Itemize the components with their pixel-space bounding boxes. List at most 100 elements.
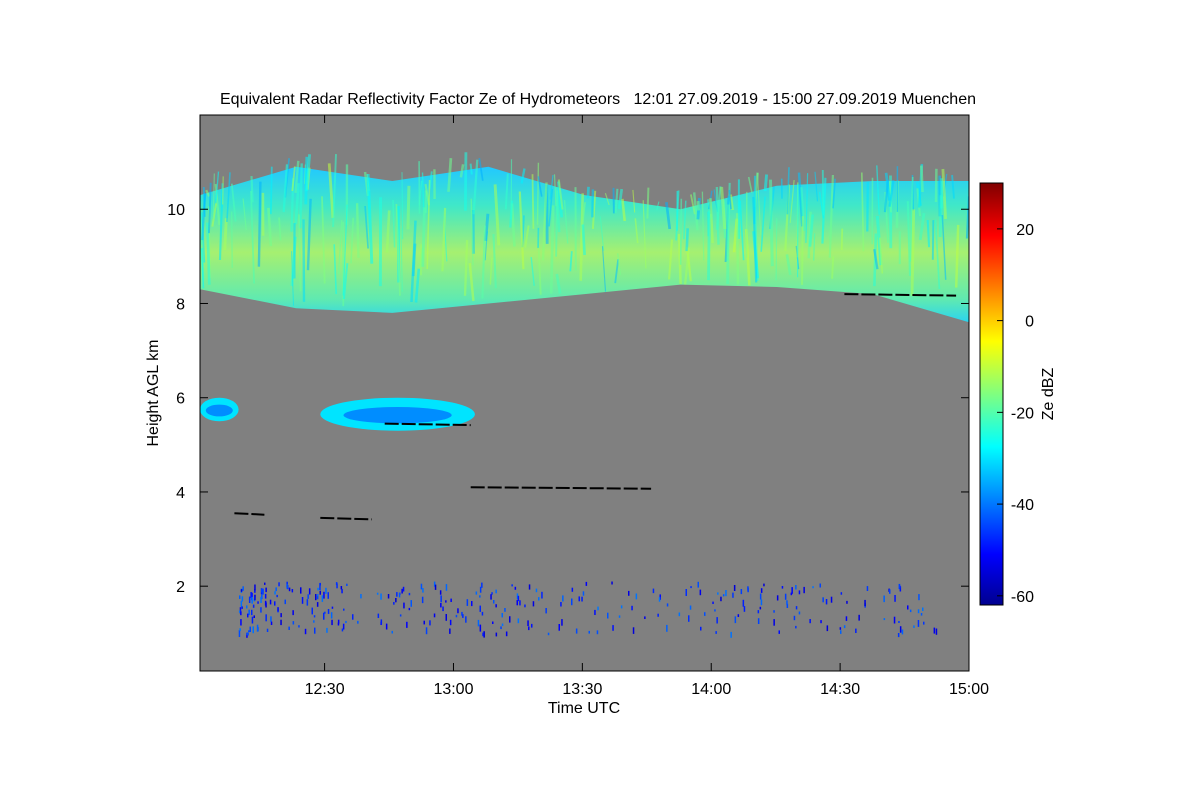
- clutter-speck: [401, 588, 403, 594]
- cirrus-texture-stroke: [814, 171, 819, 202]
- clutter-speck: [462, 614, 464, 618]
- cirrus-texture-stroke: [709, 198, 714, 244]
- cirrus-texture-stroke: [291, 166, 296, 192]
- clutter-speck: [716, 617, 718, 624]
- clutter-speck: [248, 609, 250, 616]
- clutter-speck: [541, 591, 543, 599]
- clutter-speck: [306, 599, 309, 606]
- cirrus-texture-stroke: [211, 203, 218, 227]
- cirrus-texture-stroke: [614, 188, 619, 214]
- clutter-speck: [433, 581, 436, 587]
- y-axis: 2 4 6 8 10: [167, 202, 969, 596]
- cirrus-texture-stroke: [222, 176, 224, 205]
- clutter-speck: [666, 603, 669, 607]
- clutter-speck: [280, 613, 282, 618]
- cirrus-texture-stroke: [342, 263, 349, 300]
- clutter-speck: [466, 599, 469, 606]
- x-tick-label: 14:30: [820, 681, 860, 698]
- cirrus-texture-stroke: [212, 173, 215, 219]
- clutter-speck: [323, 612, 325, 620]
- cirrus-texture-stroke: [555, 273, 562, 294]
- clutter-speck: [308, 588, 311, 595]
- cirrus-texture-stroke: [875, 215, 883, 266]
- clutter-speck: [561, 619, 563, 626]
- clutter-speck: [286, 584, 288, 589]
- cirrus-texture-stroke: [832, 178, 836, 209]
- clutter-speck: [238, 610, 241, 613]
- clutter-speck: [793, 615, 796, 621]
- cirrus-texture-stroke: [876, 165, 880, 215]
- clutter-speck: [316, 596, 319, 600]
- clutter-speck: [238, 630, 241, 637]
- cirrus-texture-stroke: [493, 184, 501, 246]
- clutter-speck: [532, 601, 535, 607]
- clutter-speck: [479, 624, 482, 632]
- clutter-speck: [935, 628, 938, 635]
- clutter-speck: [743, 606, 746, 612]
- black-line-segment: [844, 293, 957, 297]
- clutter-speck: [809, 619, 811, 624]
- cirrus-texture-stroke: [808, 214, 815, 247]
- clutter-speck: [607, 612, 609, 619]
- cirrus-texture-stroke: [401, 172, 404, 240]
- clutter-speck: [519, 600, 521, 606]
- clutter-speck: [449, 628, 451, 634]
- clutter-speck: [265, 614, 267, 622]
- clutter-speck: [341, 588, 343, 594]
- clutter-speck: [784, 593, 787, 600]
- x-tick-label: 15:00: [949, 681, 989, 698]
- cirrus-texture-stroke: [463, 240, 469, 296]
- cirrus-texture-stroke: [536, 162, 540, 225]
- cirrus-texture-stroke: [541, 182, 548, 261]
- clutter-speck: [385, 623, 388, 630]
- region-mid-cloud-core: [343, 407, 452, 424]
- y-axis-label: Height AGL km: [145, 339, 162, 446]
- clutter-speck: [380, 619, 383, 624]
- clutter-speck: [700, 626, 702, 631]
- cirrus-texture-stroke: [202, 186, 206, 217]
- clutter-speck: [631, 605, 633, 611]
- cirrus-texture-stroke: [679, 198, 683, 265]
- clutter-speck: [733, 585, 736, 591]
- clutter-speck: [319, 590, 321, 595]
- clutter-speck: [909, 609, 912, 613]
- clutter-speck: [471, 601, 473, 607]
- cirrus-texture-stroke: [549, 205, 555, 294]
- clutter-speck: [239, 628, 241, 632]
- clutter-speck: [251, 616, 254, 624]
- clutter-speck: [538, 597, 540, 601]
- clutter-speck: [481, 611, 484, 616]
- clutter-speck: [254, 584, 256, 591]
- cirrus-texture-stroke: [385, 210, 391, 253]
- clutter-speck: [254, 589, 256, 593]
- clutter-speck: [307, 594, 309, 599]
- clutter-speck: [504, 608, 506, 612]
- clutter-speck: [917, 620, 920, 627]
- clutter-speck: [644, 616, 646, 619]
- cirrus-texture-stroke: [537, 176, 543, 197]
- clutter-speck: [907, 605, 909, 610]
- clutter-speck: [795, 606, 798, 610]
- cirrus-texture-stroke: [531, 174, 535, 229]
- plot-frame: [199, 114, 970, 672]
- clutter-speck: [304, 628, 307, 635]
- cirrus-texture-stroke: [813, 233, 816, 261]
- cirrus-texture-stroke: [342, 204, 348, 296]
- clutter-speck: [337, 622, 340, 626]
- black-line-segment: [470, 486, 652, 490]
- cirrus-texture-stroke: [726, 204, 730, 285]
- clutter-speck: [933, 627, 936, 634]
- clutter-speck: [501, 623, 504, 626]
- cirrus-texture-stroke: [520, 168, 526, 184]
- cirrus-texture-stroke: [617, 253, 622, 275]
- clutter-speck: [270, 621, 273, 625]
- clutter-speck: [239, 595, 241, 599]
- cirrus-texture-stroke: [530, 257, 535, 286]
- clutter-speck: [264, 600, 267, 606]
- cirrus-texture-stroke: [400, 228, 403, 292]
- clutter-speck: [393, 602, 395, 605]
- clutter-speck: [360, 594, 362, 599]
- clutter-speck: [445, 584, 448, 591]
- cirrus-texture-stroke: [720, 186, 727, 230]
- clutter-speck: [317, 587, 319, 591]
